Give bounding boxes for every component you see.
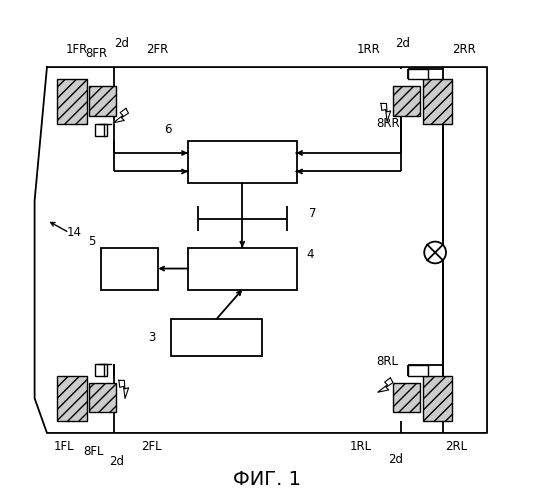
Bar — [393, 382, 420, 412]
Bar — [423, 376, 452, 420]
Text: 2FL: 2FL — [141, 440, 162, 454]
Text: 2d: 2d — [396, 37, 411, 50]
Text: 6: 6 — [164, 124, 172, 136]
Text: 8FR: 8FR — [85, 46, 107, 60]
Text: 2RR: 2RR — [452, 42, 476, 56]
Bar — [57, 80, 87, 124]
Text: 1FL: 1FL — [54, 440, 75, 454]
Text: 2d: 2d — [388, 452, 403, 466]
Text: 2FR: 2FR — [146, 42, 168, 56]
Text: 2d: 2d — [114, 37, 129, 50]
Bar — [57, 376, 87, 420]
Bar — [188, 141, 297, 183]
Text: 5: 5 — [88, 234, 95, 248]
Bar — [95, 124, 107, 136]
Text: 8RR: 8RR — [376, 118, 399, 130]
Polygon shape — [119, 380, 129, 398]
Polygon shape — [381, 104, 391, 122]
Circle shape — [424, 242, 446, 264]
Text: 7: 7 — [309, 207, 317, 220]
Text: 8FL: 8FL — [84, 446, 104, 458]
Bar — [408, 68, 428, 80]
Bar — [170, 319, 262, 356]
Bar — [393, 86, 420, 116]
Bar — [101, 248, 158, 290]
Bar — [188, 248, 297, 290]
Text: ФИГ. 1: ФИГ. 1 — [233, 470, 301, 490]
Bar — [95, 364, 107, 376]
Text: 2RL: 2RL — [445, 440, 467, 454]
Text: 8RL: 8RL — [376, 355, 398, 368]
Polygon shape — [113, 108, 129, 123]
Bar — [408, 365, 428, 376]
Text: 4: 4 — [307, 248, 314, 260]
Text: 1RR: 1RR — [357, 42, 380, 56]
Bar — [423, 80, 452, 124]
Bar — [89, 86, 116, 116]
Bar — [89, 382, 116, 412]
Text: 2d: 2d — [109, 455, 124, 468]
Text: 3: 3 — [148, 332, 156, 344]
Text: 1RL: 1RL — [350, 440, 372, 454]
Polygon shape — [378, 378, 393, 392]
Text: 1FR: 1FR — [66, 42, 88, 56]
Text: 14: 14 — [67, 226, 82, 239]
